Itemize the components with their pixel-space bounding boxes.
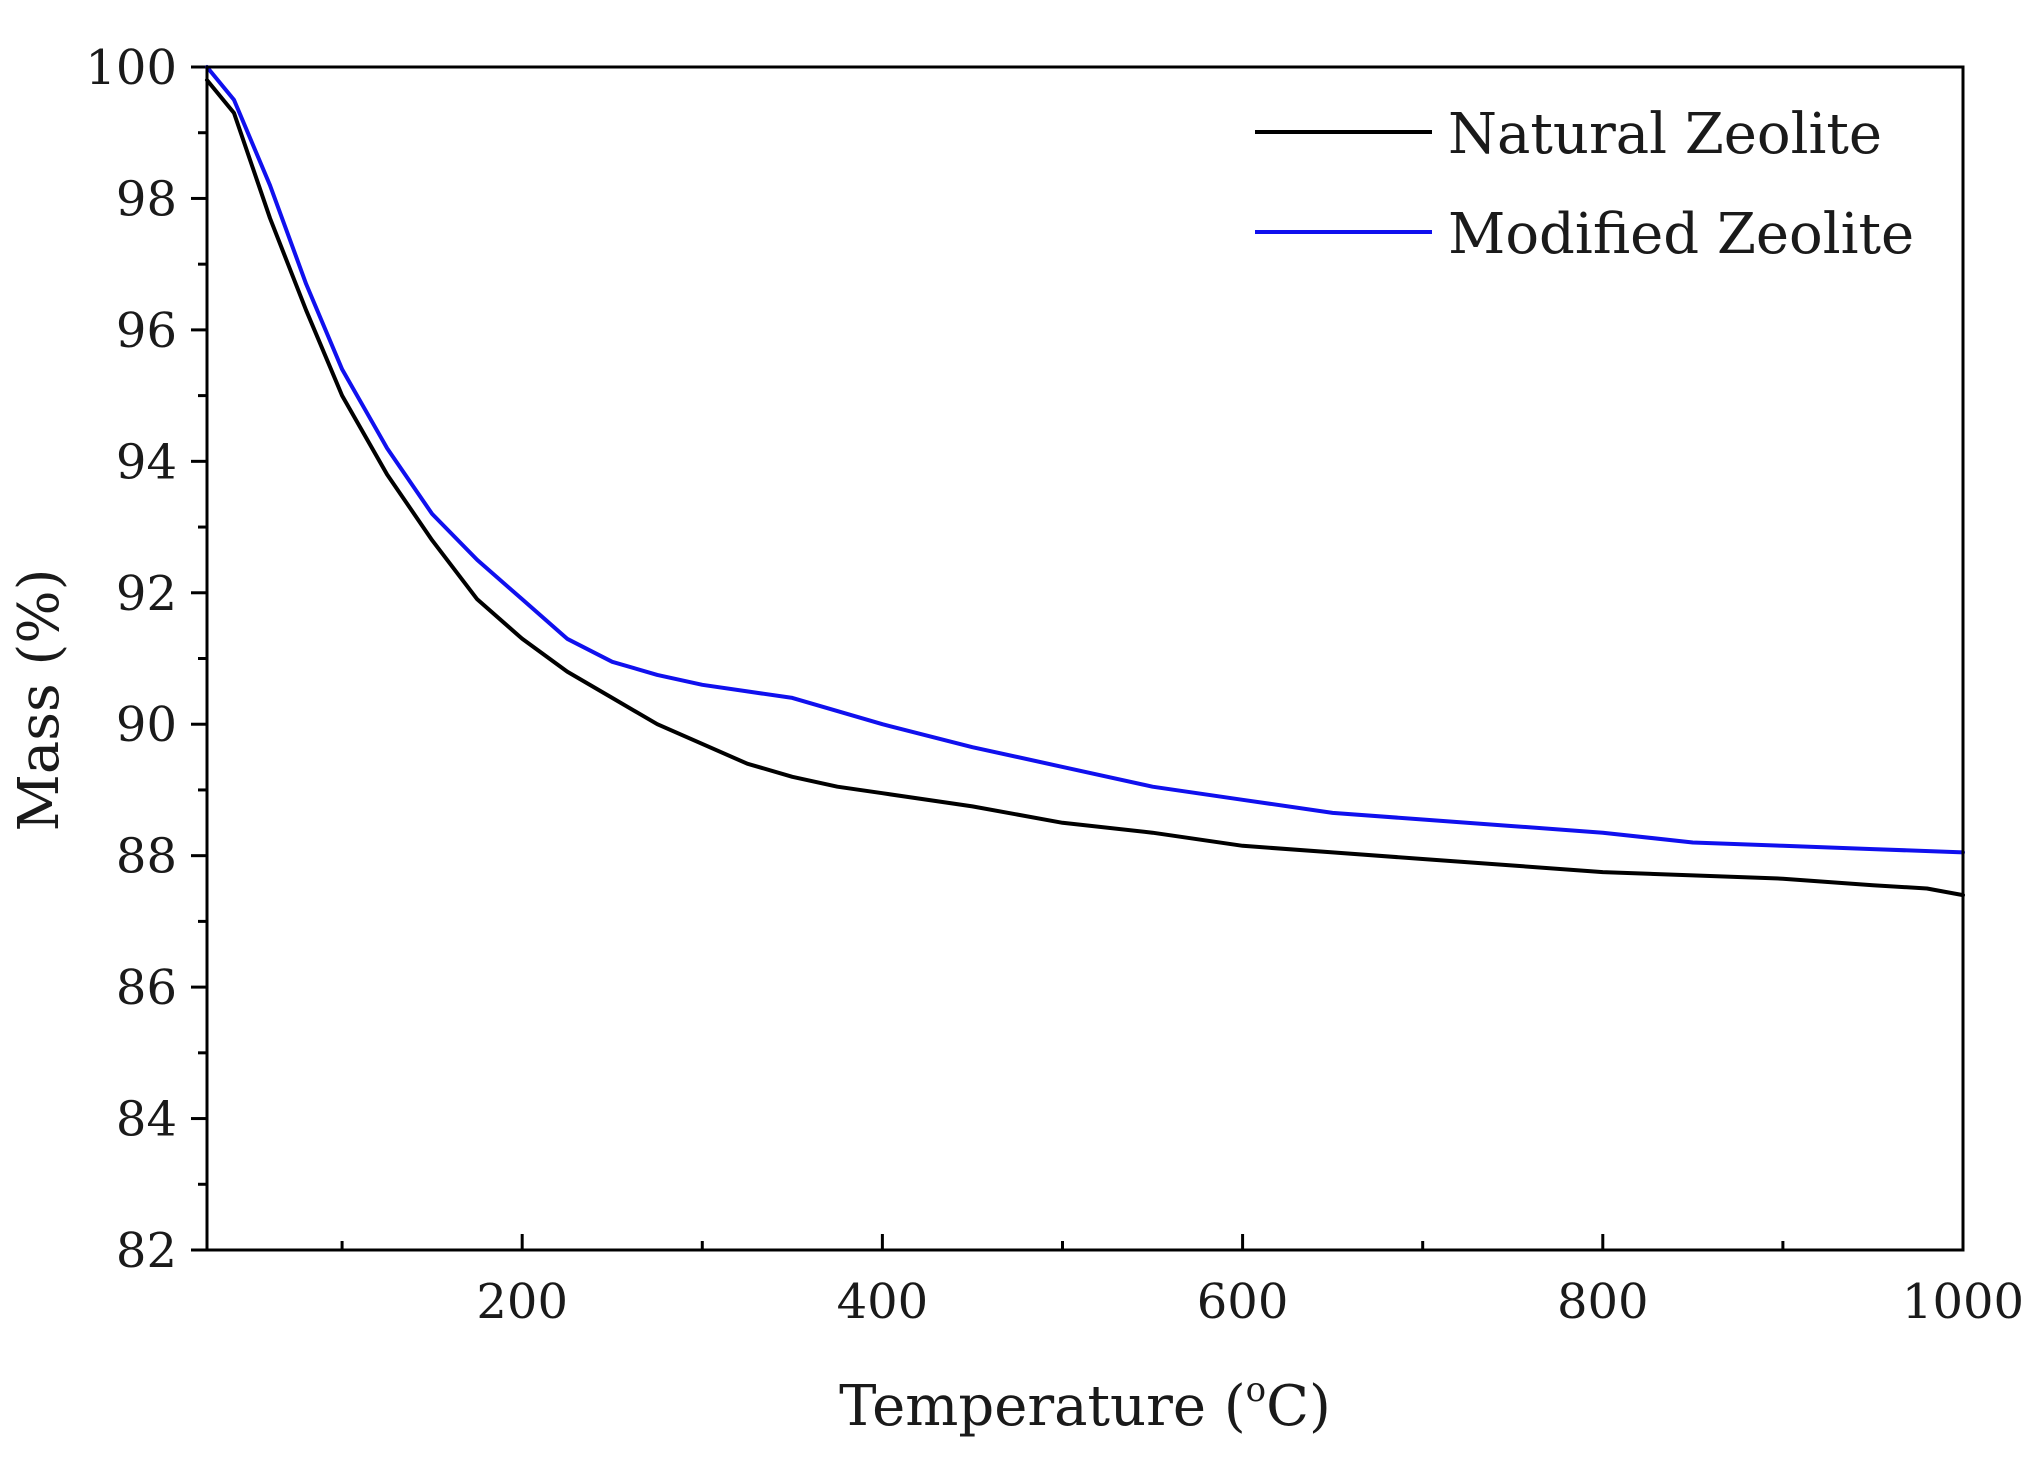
series-line-modified-zeolite bbox=[205, 65, 1965, 855]
x-axis-title: Temperature (oC) bbox=[839, 1370, 1331, 1439]
y-axis-title: Mass (%) bbox=[7, 569, 72, 832]
series-layer bbox=[205, 65, 1965, 898]
x-tick-label: 800 bbox=[1557, 1274, 1649, 1330]
y-tick-label: 98 bbox=[116, 171, 177, 227]
y-tick-label: 82 bbox=[116, 1223, 177, 1279]
x-tick-label: 400 bbox=[837, 1274, 929, 1330]
y-tick-label: 86 bbox=[116, 960, 177, 1016]
legend-label-natural-zeolite: Natural Zeolite bbox=[1448, 102, 1882, 167]
y-tick-label: 96 bbox=[116, 303, 177, 359]
y-tick-label: 100 bbox=[85, 40, 177, 96]
series-line-natural-zeolite bbox=[205, 78, 1965, 898]
y-tick-label: 90 bbox=[116, 697, 177, 753]
y-tick-label: 92 bbox=[116, 566, 177, 622]
x-tick-label: 200 bbox=[476, 1274, 568, 1330]
y-tick-label: 84 bbox=[116, 1092, 177, 1148]
y-tick-label: 88 bbox=[116, 829, 177, 885]
plot-frame bbox=[205, 65, 1965, 1252]
x-tick-label: 1000 bbox=[1902, 1274, 2024, 1330]
x-tick-label: 600 bbox=[1197, 1274, 1289, 1330]
y-tick-label: 94 bbox=[116, 434, 177, 490]
legend: Natural Zeolite Modified Zeolite bbox=[1255, 102, 1914, 267]
tick-labels: 200 400 600 800 1000 82 84 86 88 90 92 94 96 98 100 bbox=[85, 40, 2024, 1330]
legend-label-modified-zeolite: Modified Zeolite bbox=[1448, 202, 1914, 267]
